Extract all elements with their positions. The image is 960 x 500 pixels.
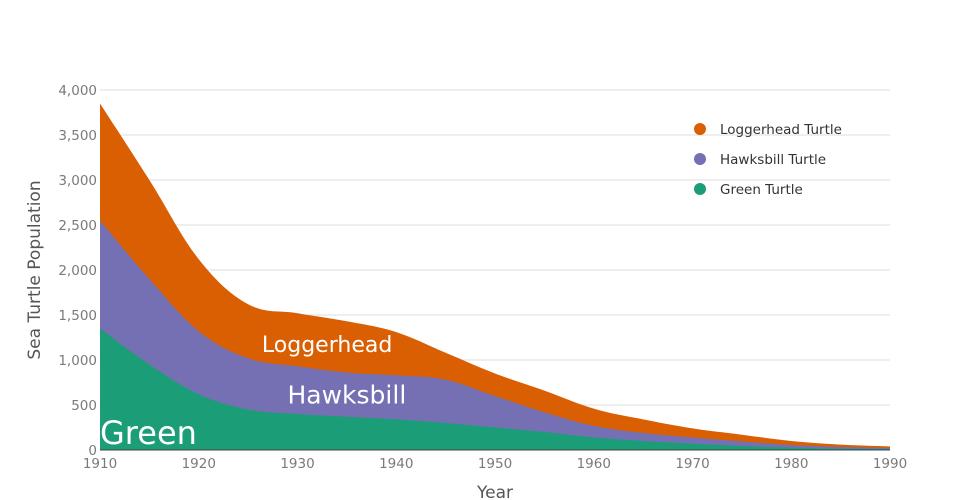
legend-marker: [694, 153, 706, 165]
area-hawksbill-turtle: [100, 220, 890, 450]
inline-label-layer: Green Hawksbill Loggerhead: [100, 333, 406, 452]
x-tick-label: 1960: [577, 456, 611, 472]
x-tick-label: 1940: [379, 456, 413, 472]
y-tick-label: 2,500: [58, 218, 97, 234]
area-green-turtle: [100, 328, 890, 450]
legend[interactable]: Loggerhead Turtle Hawksbill Turtle Green T…: [694, 122, 842, 198]
legend-item-green-turtle[interactable]: Green Turtle: [694, 182, 803, 198]
y-tick-label: 2,000: [58, 263, 97, 279]
area-loggerhead-turtle: [100, 103, 890, 450]
legend-item-hawksbill-turtle[interactable]: Hawksbill Turtle: [694, 152, 826, 168]
x-tick-label: 1980: [774, 456, 808, 472]
y-tick-label: 500: [71, 398, 97, 414]
x-tick-label: 1970: [675, 456, 709, 472]
legend-item-loggerhead-turtle[interactable]: Loggerhead Turtle: [694, 122, 842, 138]
area-label-loggerhead: Loggerhead: [262, 333, 392, 358]
y-tick-label: 1,000: [58, 353, 97, 369]
legend-marker: [694, 183, 706, 195]
legend-marker: [694, 123, 706, 135]
area-label-green: Green: [100, 414, 197, 452]
axis-layer: 0 500 1,000 1,500 2,000 2,500 3,000 3,500 4,000 1…: [58, 83, 907, 472]
legend-label: Hawksbill Turtle: [720, 152, 826, 168]
y-tick-label: 1,500: [58, 308, 97, 324]
x-tick-label: 1920: [182, 456, 216, 472]
x-tick-label: 1950: [478, 456, 512, 472]
area-label-hawksbill: Hawksbill: [287, 380, 406, 409]
legend-label: Loggerhead Turtle: [720, 122, 842, 138]
x-tick-label: 1930: [280, 456, 314, 472]
legend-label: Green Turtle: [720, 182, 803, 198]
x-tick-label: 1990: [873, 456, 907, 472]
area-layer: [100, 103, 890, 450]
y-tick-label: 0: [88, 443, 97, 459]
x-axis-title: Year: [476, 483, 513, 500]
y-tick-label: 3,500: [58, 128, 97, 144]
y-tick-label: 4,000: [58, 83, 97, 99]
y-axis-title: Sea Turtle Population: [25, 180, 45, 359]
x-tick-label: 1910: [83, 456, 117, 472]
y-tick-label: 3,000: [58, 173, 97, 189]
